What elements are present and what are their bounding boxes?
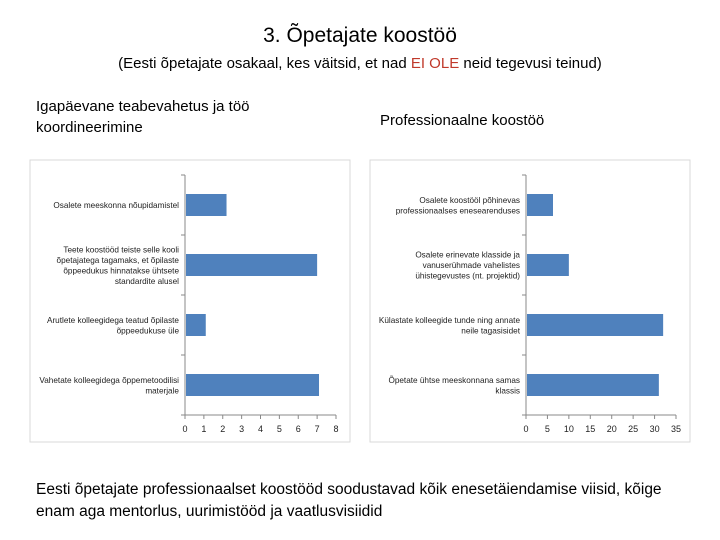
right-category-label-line: Külastate kolleegide tunde ning annate [379, 316, 521, 325]
right-category-label: Osalete erinevate klasside ja vanuserühma… [415, 251, 520, 281]
right-category-label: Külastate kolleegide tunde ning annate ne… [379, 316, 521, 336]
footer-conclusion: Eesti õpetajate professionaalset koostöö… [36, 481, 662, 520]
right-x-tick-label: 15 [585, 424, 595, 434]
left-category-label-line: õppeedukus hinnatakse ühtsete [63, 266, 179, 275]
left-bar [186, 194, 227, 216]
left-plot-frame [29, 159, 351, 443]
left-x-tick-label: 2 [220, 424, 225, 434]
left-category-label-line: Arutlete kolleegidega teatud õpilaste [47, 316, 179, 325]
right-category-label: Osalete koostööl põhinevas professionaals… [396, 196, 520, 216]
left-category-label-line: Osalete meeskonna nõupidamistel [53, 201, 179, 210]
right-category-label-line: Õpetate ühtse meeskonnana samas [388, 375, 520, 385]
subtitle-text-end: neid tegevusi teinud) [459, 55, 602, 72]
right-x-tick-label: 20 [607, 424, 617, 434]
right-bar [527, 194, 553, 216]
subtitle-highlight: EI OLE [410, 55, 460, 72]
left-x-tick-label: 7 [315, 424, 320, 434]
right-category-label-line: neile tagasisidet [461, 326, 520, 335]
left-category-label-line: õppeedukuse üle [117, 326, 180, 335]
right-bar [527, 374, 659, 396]
left-category-label: Teete koostööd teiste selle kooli õpetaja… [57, 245, 180, 286]
right-x-tick-label: 5 [545, 424, 550, 434]
slide-title: 3. Õpetajate koostöö [263, 24, 457, 47]
left-category-label: Vahetate kolleegidega õppemetoodilisi mat… [39, 376, 179, 396]
left-bar [186, 254, 318, 276]
left-x-tick-label: 4 [258, 424, 263, 434]
right-chart-title: Professionaalne koostöö [380, 112, 545, 129]
left-x-tick-label: 3 [239, 424, 244, 434]
right-bar [527, 254, 569, 276]
left-category-label-line: õpetajatega tagamaks, et õpilaste [57, 256, 180, 265]
right-category-label-line: ühistegevustes (nt. projektid) [415, 272, 520, 281]
left-x-tick-label: 6 [296, 424, 301, 434]
right-x-tick-label: 25 [628, 424, 638, 434]
left-x-tick-label: 0 [182, 424, 187, 434]
left-bar [186, 374, 320, 396]
left-x-tick-label: 1 [201, 424, 206, 434]
left-chart-title: Igapäevane teabevahetus ja töö koordinee… [36, 98, 250, 136]
right-category-label: Õpetate ühtse meeskonnana samas klassis [388, 375, 520, 396]
left-category-label-line: materjale [145, 386, 179, 395]
right-x-tick-label: 10 [564, 424, 574, 434]
left-category-label-line: Teete koostööd teiste selle kooli [63, 245, 179, 254]
left-category-label-line: standardite alusel [115, 277, 179, 286]
left-bar [186, 314, 206, 336]
right-x-tick-label: 35 [671, 424, 681, 434]
right-bar [527, 314, 664, 336]
slide-subtitle: (Eesti õpetajate osakaal, kes väitsid, e… [0, 55, 720, 72]
right-category-label-line: professionaalses enesearenduses [396, 206, 520, 215]
left-category-label: Arutlete kolleegidega teatud õpilaste õpp… [47, 316, 179, 336]
left-category-label: Osalete meeskonna nõupidamistel [53, 201, 179, 210]
subtitle-text-start: (Eesti õpetajate osakaal, kes väitsid, e… [118, 55, 411, 72]
left-category-label-line: Vahetate kolleegidega õppemetoodilisi [39, 376, 179, 385]
right-category-label-line: vanuserühmade vahelistes [423, 261, 520, 270]
right-category-label-line: klassis [495, 386, 520, 395]
right-category-label-line: Osalete erinevate klasside ja [415, 251, 520, 260]
right-x-tick-label: 30 [650, 424, 660, 434]
left-x-tick-label: 5 [277, 424, 282, 434]
right-category-label-line: Osalete koostööl põhinevas [419, 196, 520, 205]
left-x-tick-label: 8 [333, 424, 338, 434]
right-plot-frame [369, 159, 691, 443]
right-x-tick-label: 0 [523, 424, 528, 434]
